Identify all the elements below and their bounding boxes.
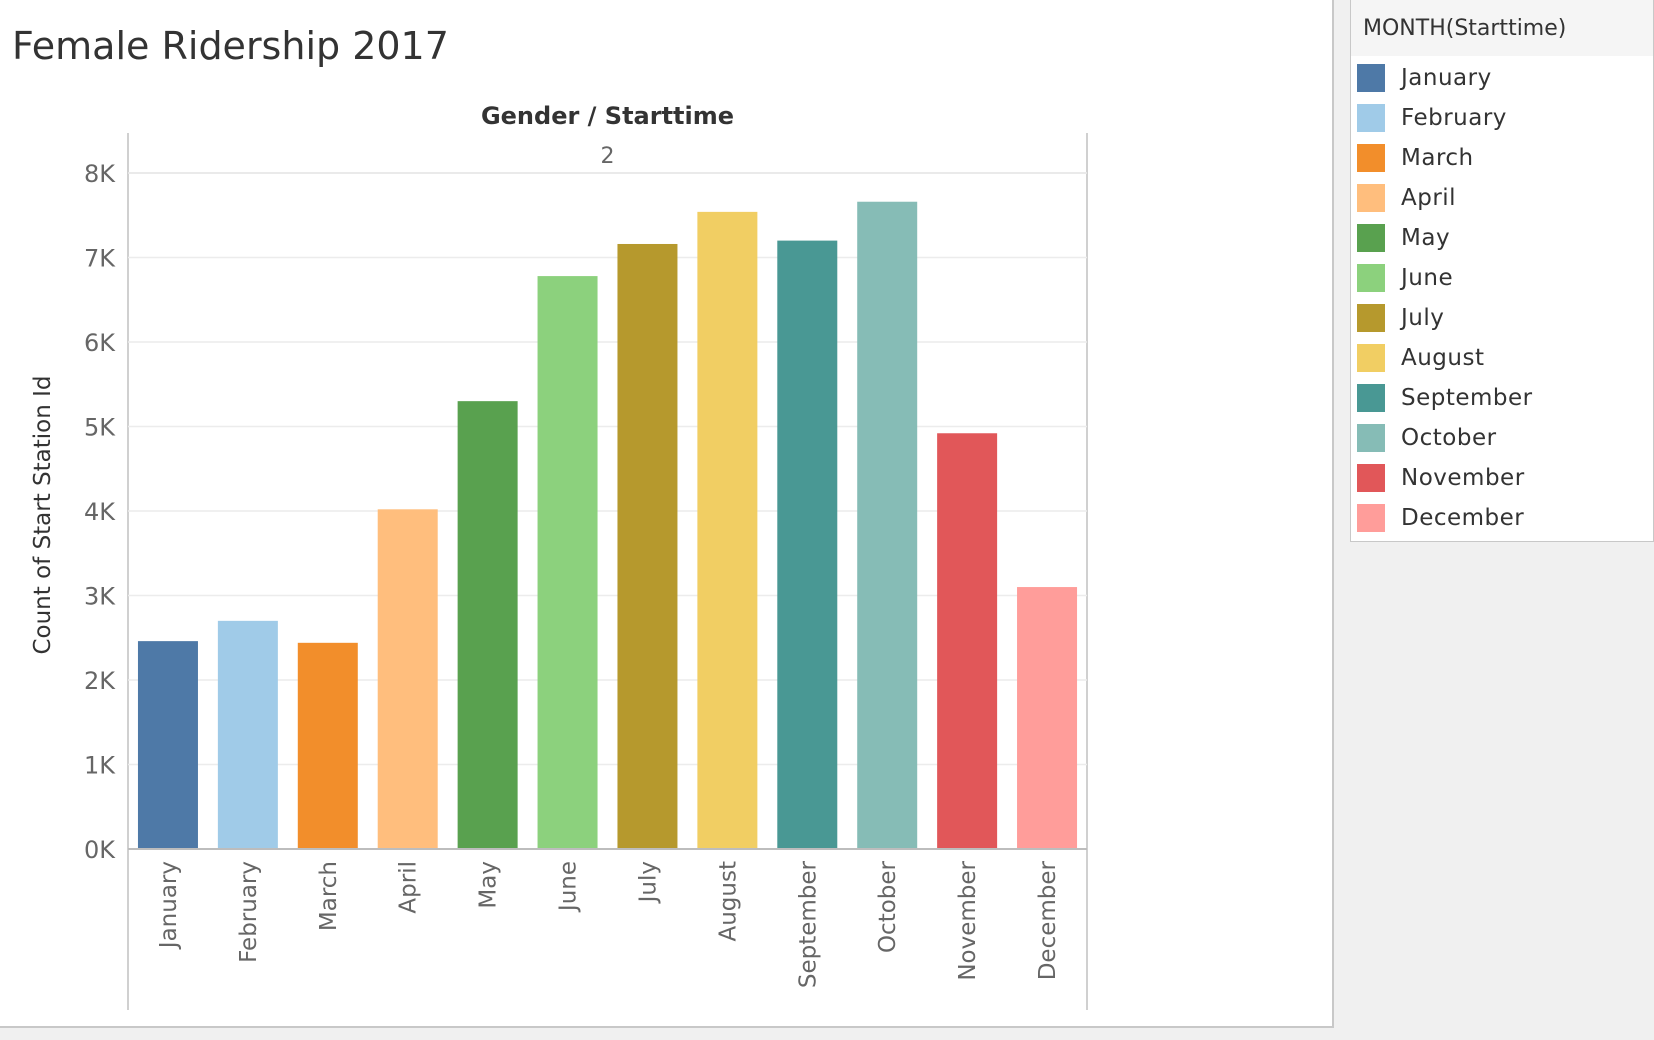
y-tick-label: 2K (84, 667, 116, 695)
x-tick-label: August (715, 861, 741, 942)
sheet-title: Female Ridership 2017 (12, 24, 449, 68)
legend-swatch (1357, 424, 1385, 452)
bar-may (457, 401, 518, 849)
legend-label: May (1401, 225, 1451, 251)
legend-swatch (1357, 384, 1385, 412)
pane-header-label: 2 (601, 144, 615, 169)
legend-item-november[interactable]: November (1357, 463, 1525, 493)
bar-august (697, 211, 758, 849)
bar-march (297, 642, 358, 849)
y-tick-label: 5K (84, 414, 116, 442)
y-tick-label: 0K (84, 836, 116, 864)
y-tick-label: 4K (84, 498, 116, 526)
x-tick-label: December (1035, 860, 1061, 980)
legend-label: August (1401, 345, 1485, 371)
legend-swatch (1357, 64, 1385, 92)
legend-swatch (1357, 224, 1385, 252)
bar-october (857, 201, 918, 850)
legend-item-july[interactable]: July (1357, 303, 1444, 333)
legend-label: September (1401, 385, 1533, 411)
legend-item-february[interactable]: February (1357, 103, 1507, 133)
legend-swatch (1357, 304, 1385, 332)
bar-september (777, 240, 838, 850)
y-tick-label: 8K (84, 160, 116, 188)
legend-item-june[interactable]: June (1357, 263, 1453, 293)
column-header: Gender / Starttime (481, 102, 734, 130)
x-tick-label: November (955, 860, 981, 980)
y-tick-label: 6K (84, 329, 116, 357)
legend-swatch (1357, 144, 1385, 172)
bar-chart: Gender / Starttime 2 0K 1K 2K 3K 4K 5K 6K 7K 8K Cou… (30, 102, 1088, 1010)
legend-label: October (1401, 425, 1497, 451)
bar-december (1017, 587, 1078, 849)
legend-label: January (1401, 65, 1492, 91)
legend-label: July (1401, 305, 1445, 331)
y-tick-label: 7K (84, 245, 116, 273)
legend-item-january[interactable]: January (1357, 63, 1492, 93)
legend-title: MONTH(Starttime) (1351, 0, 1653, 56)
bar-november (937, 433, 998, 849)
legend-label: April (1401, 185, 1457, 211)
legend-label: June (1401, 265, 1454, 291)
legend-item-may[interactable]: May (1357, 223, 1450, 253)
x-tick-label: June (556, 861, 582, 913)
legend-swatch (1357, 264, 1385, 292)
legend-label: March (1401, 145, 1474, 171)
x-tick-label: September (795, 860, 821, 988)
legend-swatch (1357, 504, 1385, 532)
bar-july (617, 243, 678, 850)
legend-label: December (1401, 505, 1525, 531)
x-tick-label: April (396, 861, 422, 914)
legend-item-march[interactable]: March (1357, 143, 1474, 173)
legend-item-april[interactable]: April (1357, 183, 1456, 213)
x-tick-label: March (316, 861, 342, 931)
x-tick-label: May (476, 861, 502, 909)
legend-label: November (1401, 465, 1525, 491)
bar-february (217, 620, 278, 849)
x-tick-label: July (635, 861, 661, 904)
bar-june (537, 276, 598, 850)
legend-label: February (1401, 105, 1507, 131)
color-legend[interactable]: MONTH(Starttime) January February March Apr… (1350, 0, 1654, 542)
y-tick-label: 1K (84, 752, 116, 780)
x-tick-label: October (875, 860, 901, 953)
y-tick-label: 3K (84, 583, 116, 611)
worksheet: Female Ridership 2017 Gender / Starttime… (0, 0, 1334, 1028)
bar-january (137, 641, 198, 849)
legend-swatch (1357, 104, 1385, 132)
legend-item-september[interactable]: September (1357, 383, 1533, 413)
x-tick-label: February (236, 861, 262, 963)
legend-swatch (1357, 344, 1385, 372)
legend-swatch (1357, 184, 1385, 212)
legend-item-august[interactable]: August (1357, 343, 1485, 373)
bar-april (377, 509, 438, 849)
x-tick-label: January (156, 861, 182, 950)
legend-item-october[interactable]: October (1357, 423, 1497, 453)
y-axis-label: Count of Start Station Id (30, 375, 56, 654)
legend-item-december[interactable]: December (1357, 503, 1524, 533)
legend-swatch (1357, 464, 1385, 492)
